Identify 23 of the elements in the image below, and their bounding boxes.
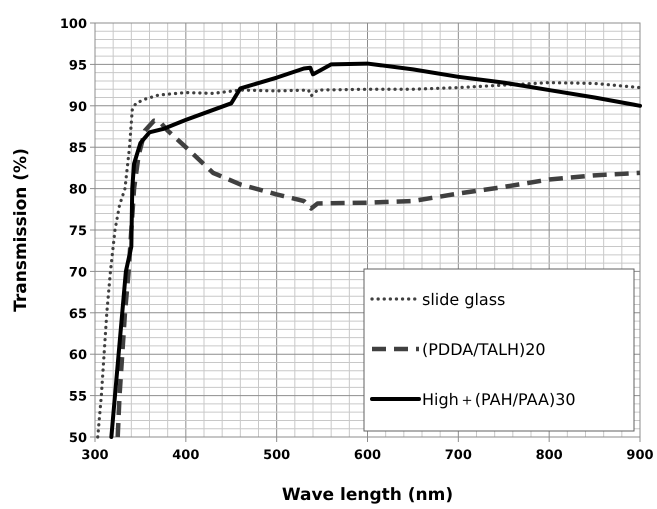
y-tick-label: 65 <box>68 306 87 322</box>
x-tick-label: 900 <box>626 448 654 463</box>
x-tick-label: 700 <box>444 448 472 463</box>
x-tick-label: 400 <box>172 448 200 463</box>
y-tick-label: 100 <box>60 17 87 32</box>
y-tick-label: 60 <box>68 348 87 364</box>
legend-label: slide glass <box>422 290 506 309</box>
x-tick-label: 500 <box>263 448 290 463</box>
y-tick-label: 95 <box>68 58 87 74</box>
y-tick-label: 90 <box>68 100 87 115</box>
x-tick-label: 800 <box>536 448 563 463</box>
x-tick-label: 600 <box>354 448 382 463</box>
y-tick-label: 75 <box>68 224 87 239</box>
x-axis-title: Wave length (nm) <box>282 485 454 505</box>
x-tick-label: 300 <box>81 448 109 463</box>
y-tick-label: 80 <box>68 182 87 198</box>
y-tick-label: 55 <box>68 390 87 405</box>
y-axis-title: Transmission (%) <box>11 148 31 312</box>
legend-label: High＋(PAH/PAA)30 <box>422 390 576 409</box>
y-tick-label: 85 <box>68 141 87 156</box>
legend-label: (PDDA/TALH)20 <box>422 340 546 359</box>
y-tick-label: 50 <box>68 431 87 446</box>
y-tick-label: 70 <box>68 265 87 280</box>
